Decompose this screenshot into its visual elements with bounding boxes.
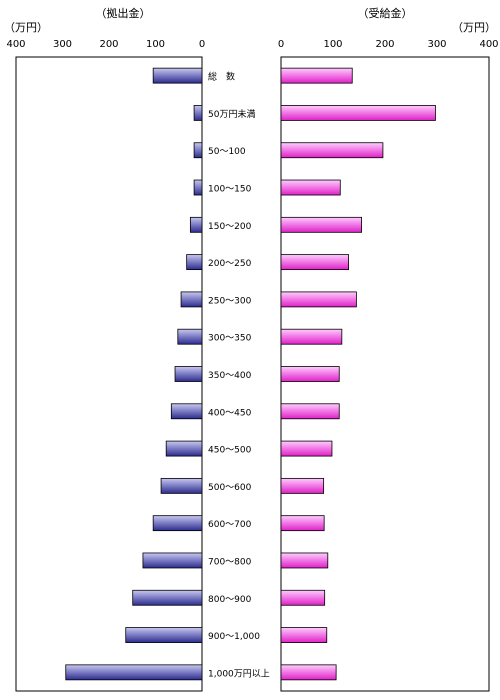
right-bar <box>280 552 329 569</box>
category-label: 450〜500 <box>208 446 252 456</box>
right-bar <box>280 515 325 532</box>
left-tick-label: 400 <box>6 39 25 50</box>
category-label: 200〜250 <box>208 259 252 269</box>
right-panel-title: （受給金） <box>358 6 413 20</box>
right-bar <box>280 664 337 681</box>
left-tick-label: 0 <box>199 39 205 50</box>
left-bar <box>174 366 203 382</box>
right-bar <box>280 67 353 84</box>
right-bar <box>280 328 343 345</box>
left-bars <box>65 67 203 681</box>
right-unit-label: （万円） <box>452 21 496 34</box>
left-panel-title: （拠出金） <box>96 6 151 20</box>
category-label: 350〜400 <box>208 371 252 381</box>
category-label: 700〜800 <box>208 557 252 567</box>
right-tick-label: 200 <box>375 39 394 50</box>
category-label: 500〜600 <box>208 483 252 493</box>
right-bars <box>280 67 436 681</box>
left-bar <box>65 664 203 681</box>
right-bar <box>280 179 341 196</box>
left-bar <box>142 552 203 569</box>
left-bar <box>193 105 203 121</box>
left-tick-label: 100 <box>146 39 165 50</box>
right-bar <box>280 627 328 643</box>
left-bar <box>132 589 203 606</box>
left-tick-label: 200 <box>99 39 118 50</box>
left-bar <box>152 67 203 84</box>
right-axis-ticks: 0 100 200 300 400 <box>278 39 499 50</box>
left-bar <box>165 440 203 457</box>
left-bar <box>160 477 203 494</box>
right-bar <box>280 403 340 420</box>
right-bar <box>280 142 384 159</box>
category-label: 150〜200 <box>208 222 252 232</box>
right-bar <box>280 589 326 606</box>
right-tick-label: 300 <box>427 39 446 50</box>
right-bar <box>280 105 436 121</box>
right-tick-label: 400 <box>479 39 498 50</box>
category-label: 300〜350 <box>208 334 252 344</box>
left-bar <box>180 291 203 308</box>
left-unit-label: （万円） <box>4 21 48 34</box>
right-bar <box>280 291 357 308</box>
category-label: 50万円未満 <box>208 108 255 120</box>
left-bar <box>193 142 203 159</box>
left-tick-label: 300 <box>53 39 72 50</box>
left-axis-ticks: 400 300 200 100 0 <box>6 39 205 50</box>
category-label: 250〜300 <box>208 296 252 306</box>
category-label: 600〜700 <box>208 520 252 530</box>
right-tick-label: 0 <box>278 39 284 50</box>
left-bar <box>193 179 203 196</box>
left-bar <box>152 515 203 532</box>
right-bar <box>280 477 325 494</box>
category-label: 50〜100 <box>208 147 246 157</box>
category-label: 1,000万円以上 <box>208 668 270 679</box>
category-label: 800〜900 <box>208 595 252 605</box>
right-bar <box>280 254 349 271</box>
right-bar <box>280 216 362 233</box>
category-label: 900〜1,000 <box>208 632 260 642</box>
left-bar <box>189 216 203 233</box>
left-bar <box>177 328 203 345</box>
right-bar <box>280 366 340 382</box>
right-bar <box>280 440 333 457</box>
category-label: 400〜450 <box>208 408 252 418</box>
left-bar <box>170 403 203 420</box>
right-tick-label: 100 <box>323 39 342 50</box>
left-bar <box>186 254 203 271</box>
left-bar <box>125 627 203 643</box>
category-label: 100〜150 <box>208 185 252 195</box>
category-label: 総 数 <box>208 71 235 83</box>
category-labels: 総 数 50万円未満 50〜100 100〜150 150〜200 200〜250 250〜… <box>208 71 270 680</box>
